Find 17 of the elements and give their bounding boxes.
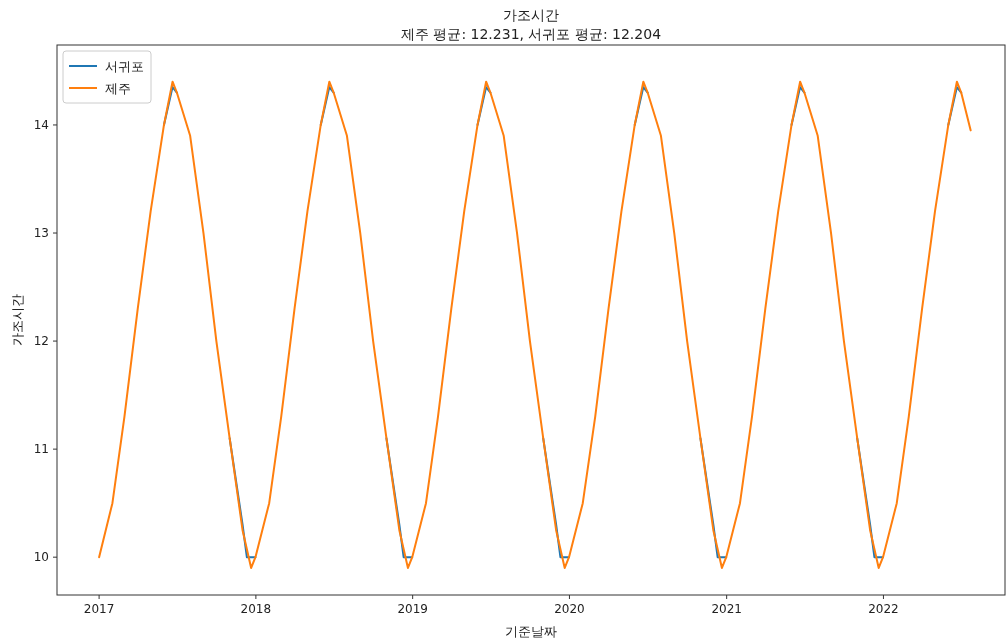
x-tick-label: 2017 [83,602,115,616]
y-tick-label: 13 [33,226,49,241]
x-axis-title: 기준날짜 [505,624,557,639]
x-tick-label: 2019 [397,602,428,616]
chart-title: 가조시간 [503,7,559,23]
y-tick-label: 10 [33,550,49,565]
x-tick-label: 2021 [711,602,742,616]
y-tick-label: 14 [33,117,49,132]
y-tick-label: 12 [33,334,49,349]
legend-label: 서귀포 [105,59,144,74]
y-tick-label: 11 [33,442,49,457]
chart-subtitle: 제주 평균: 12.231, 서귀포 평균: 12.204 [400,26,662,42]
x-tick-label: 2022 [868,602,899,616]
x-tick-label: 2020 [554,602,585,616]
x-tick-label: 2018 [240,602,272,616]
y-axis-title: 가조시간 [10,294,25,346]
legend-label: 제주 [105,81,131,96]
